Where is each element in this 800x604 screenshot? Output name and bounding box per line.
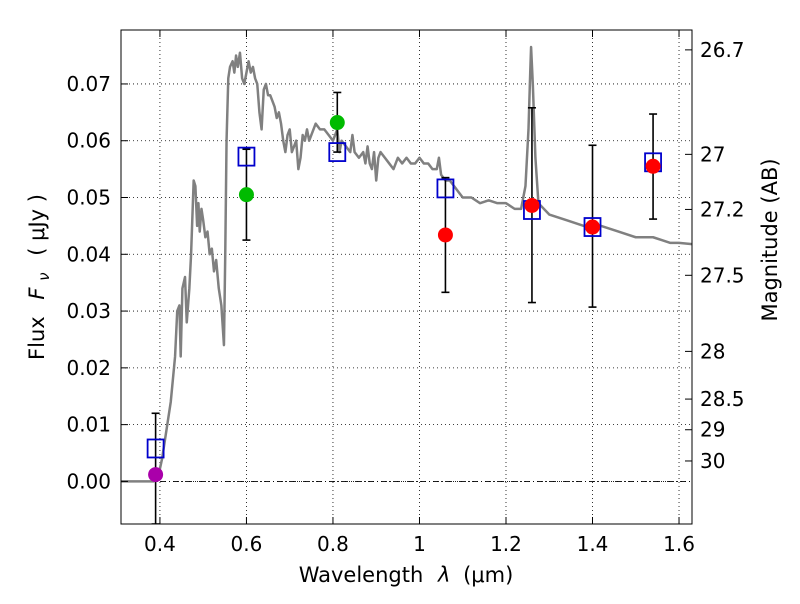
y-tick-label: 0.05 xyxy=(66,186,111,210)
x-axis-title: Wavelength λ (μm) xyxy=(299,563,514,587)
y-tick-label: 0.00 xyxy=(66,469,111,493)
observed-flux-point xyxy=(329,115,345,131)
y2-tick-label: 28.5 xyxy=(700,387,745,411)
observed-flux-point xyxy=(524,197,540,213)
y2-axis-title: Magnitude (AB) xyxy=(758,158,782,321)
y-tick-label: 0.03 xyxy=(66,299,111,323)
y-tick-label: 0.04 xyxy=(66,242,111,266)
x-tick-label: 1 xyxy=(413,532,426,556)
y2-tick-label: 27.2 xyxy=(700,197,745,221)
x-axis: 0.4 0.6 0.8 1 1.2 1.4 1.6 xyxy=(144,30,695,556)
y-tick-label: 0.02 xyxy=(66,356,111,380)
x-tick-label: 1.4 xyxy=(577,532,609,556)
y2-tick-label: 29 xyxy=(700,418,725,442)
observed-flux-point xyxy=(585,219,601,235)
y-axis-title: Flux F ν ( μJy ) xyxy=(25,194,54,360)
plot-area xyxy=(121,45,692,524)
x-axis-title-symbol: λ xyxy=(437,563,450,587)
x-tick-label: 0.8 xyxy=(317,532,349,556)
y2-tick-label: 26.7 xyxy=(700,38,745,62)
observed-flux-point xyxy=(645,158,661,174)
x-tick-label: 1.6 xyxy=(663,532,695,556)
y2-tick-label: 28 xyxy=(700,339,725,363)
model-photometry-square xyxy=(237,146,256,167)
grid-lines xyxy=(121,30,692,524)
y-tick-label: 0.01 xyxy=(66,413,111,437)
x-tick-label: 1.2 xyxy=(490,532,522,556)
model-photometry-square xyxy=(583,217,602,237)
observed-flux-point xyxy=(238,187,254,203)
y-axis: 0.00 0.01 0.02 0.03 0.04 0.05 0.06 0.07 xyxy=(66,72,128,493)
model-photometry-square xyxy=(328,142,347,162)
y-axis-title-subscript: ν xyxy=(35,272,53,280)
model-photometry-square xyxy=(146,438,165,459)
y-axis-title-text: Flux xyxy=(25,316,49,360)
observed-flux-point xyxy=(148,467,164,483)
model-photometry-square xyxy=(436,178,455,199)
x-axis-title-text: Wavelength xyxy=(299,563,424,587)
y-tick-label: 0.06 xyxy=(66,129,111,153)
x-tick-label: 0.4 xyxy=(144,532,176,556)
y-axis-title-unit: ( μJy ) xyxy=(25,194,49,256)
x-tick-label: 0.6 xyxy=(231,532,263,556)
y-tick-label: 0.07 xyxy=(66,72,111,96)
plot-frame xyxy=(120,29,693,525)
observed-flux-point xyxy=(437,227,453,243)
y2-tick-label: 27.5 xyxy=(700,263,745,287)
y2-tick-label: 30 xyxy=(700,449,725,473)
y-axis-title-symbol: F xyxy=(25,287,49,300)
x-axis-title-unit: (μm) xyxy=(463,563,513,587)
sed-model-line xyxy=(121,45,692,483)
y2-tick-label: 27 xyxy=(700,142,725,166)
y2-axis-magnitude: 26.7 27 27.2 27.5 28 28.5 29 30 xyxy=(685,38,745,473)
